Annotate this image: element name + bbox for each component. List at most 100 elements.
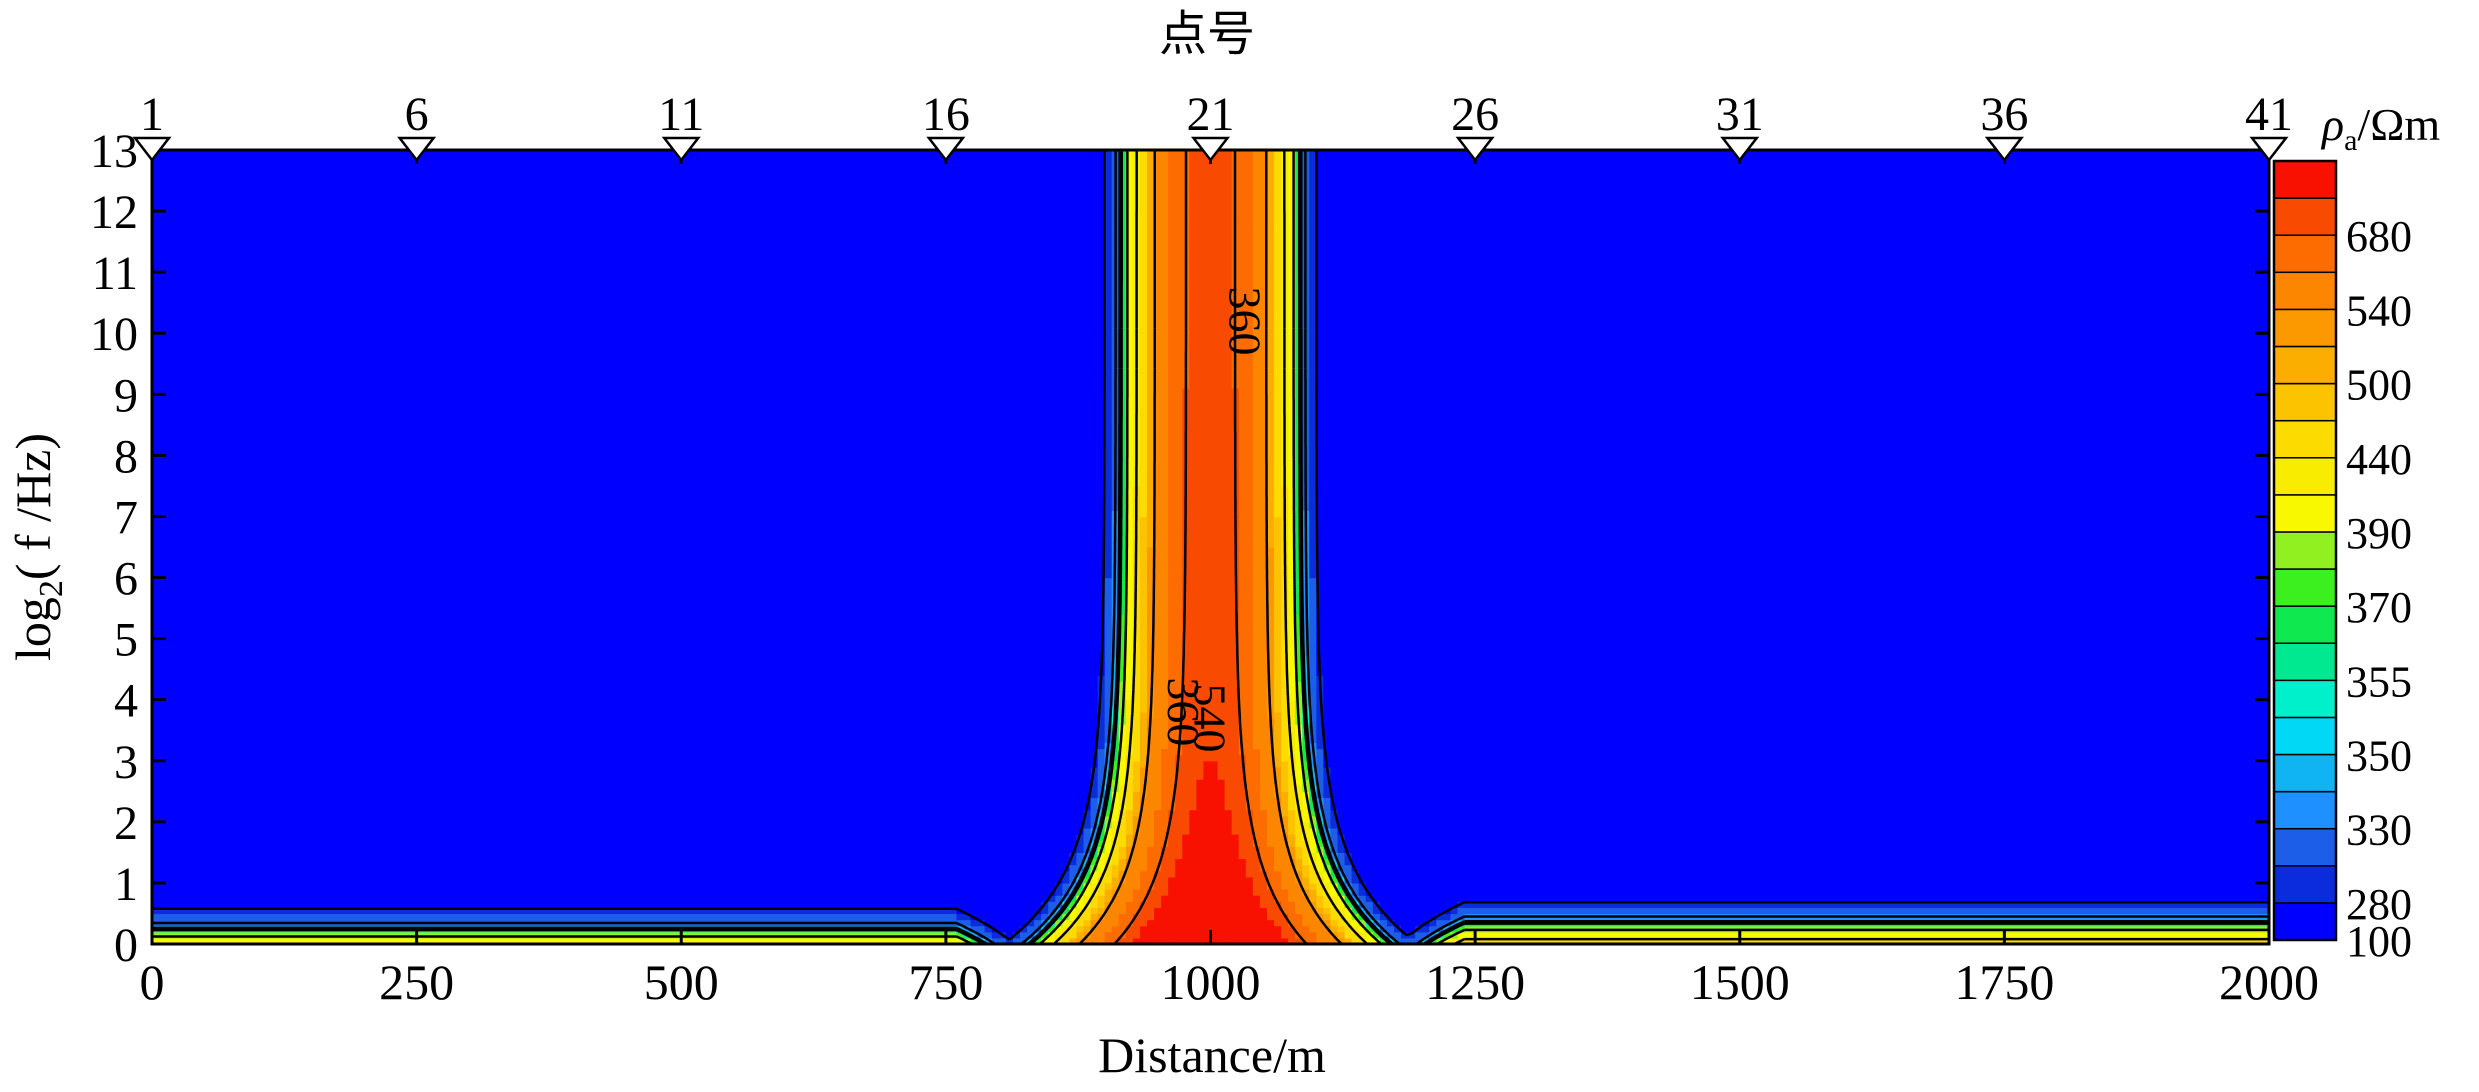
x-axis-title: Distance/m: [1098, 1027, 1326, 1083]
colorbar-tick-label: 350: [2346, 732, 2412, 781]
y-tick-label: 6: [114, 553, 138, 606]
contour-line-350: [152, 150, 2269, 944]
x-tick-label: 1500: [1690, 954, 1790, 1010]
x-axis: 0 250 500 750 1000 1250 1500 1750 2000: [140, 150, 2319, 1010]
station-label: 21: [1187, 88, 1235, 141]
colorbar-segment: [2273, 865, 2337, 904]
colorbar-segment: [2273, 197, 2337, 236]
colorbar-tick-label: 355: [2346, 657, 2412, 706]
y-tick-label: 5: [114, 614, 138, 667]
x-tick-label: 1000: [1161, 954, 1261, 1010]
colorbar-title: ρa/Ωm: [2320, 99, 2440, 157]
station-label: 6: [405, 88, 429, 141]
station-label: 1: [140, 88, 164, 141]
colorbar-tick-label: 540: [2346, 286, 2412, 335]
y-tick-label: 1: [114, 858, 138, 911]
colorbar-tick-label: 330: [2346, 806, 2412, 855]
contour-line-390: [152, 150, 2269, 944]
colorbar-segment: [2273, 234, 2337, 274]
colorbar-segment: [2273, 790, 2337, 830]
colorbar-tick-label: 500: [2346, 361, 2412, 410]
colorbar-segment: [2273, 345, 2337, 385]
station-label: 41: [2245, 88, 2293, 141]
colorbar-segment: [2273, 679, 2337, 719]
x-tick-label: 500: [644, 954, 719, 1010]
y-tick-label: 7: [114, 491, 138, 544]
colorbar-tick-label: 440: [2346, 435, 2412, 484]
y-axis-title-frequency: ( f /Hz): [5, 433, 61, 580]
station-label: 36: [1980, 88, 2028, 141]
station-label: 11: [658, 88, 704, 141]
y-tick-label: 9: [114, 369, 138, 422]
colorbar-tick-label: 100: [2346, 917, 2412, 966]
contour-line-330: [152, 150, 2269, 944]
station-markers: 1 6 11 16 21 26 31 36 41: [132, 88, 2293, 163]
y-tick-label: 0: [114, 919, 138, 972]
x-tick-label: 250: [379, 954, 454, 1010]
contour-fill: [152, 150, 2269, 944]
y-tick-label: 10: [90, 308, 138, 361]
y-tick-label: 12: [90, 186, 138, 239]
station-marker: [397, 136, 437, 163]
station-label: 16: [922, 88, 970, 141]
x-tick-label: 2000: [2219, 954, 2319, 1010]
colorbar-segment: [2273, 753, 2337, 793]
x-tick-label: 1750: [1954, 954, 2054, 1010]
colorbar-segment: [2273, 642, 2337, 682]
contour-label: 540: [1185, 684, 1236, 753]
y-tick-label: 8: [114, 430, 138, 483]
colorbar-title-rho: ρ: [2320, 99, 2344, 150]
station-marker: [1190, 136, 1231, 163]
contour-label: 360: [1220, 287, 1271, 356]
contour-line-540: [1078, 150, 1343, 944]
colorbar-segment: [2273, 605, 2337, 644]
colorbar-tick-label: 680: [2346, 212, 2412, 261]
colorbar-segment: [2273, 308, 2337, 348]
colorbar-segment: [2273, 494, 2337, 533]
station-marker: [1984, 136, 2024, 163]
station-marker: [1720, 136, 1760, 163]
colorbar-title-sub: a: [2344, 124, 2357, 157]
contour-label: 360: [1158, 677, 1209, 746]
top-axis-title: 点号: [1159, 8, 1255, 61]
colorbar-tick-label: 390: [2346, 509, 2412, 558]
colorbar-segment: [2273, 419, 2337, 459]
y-axis-title-base: 2: [33, 580, 70, 597]
colorbar-segment: [2273, 568, 2337, 607]
colorbar-title-unit: /Ωm: [2357, 99, 2440, 150]
contour-line-280: [152, 150, 2269, 941]
x-tick-label: 1250: [1425, 954, 1525, 1010]
colorbar-segment: [2273, 457, 2337, 496]
y-tick-label: 4: [114, 675, 138, 728]
y-tick-label: 13: [90, 125, 138, 178]
station-marker: [1455, 136, 1495, 163]
station-marker: [2249, 136, 2289, 163]
colorbar-segment: [2273, 827, 2337, 867]
colorbar-segment: [2273, 902, 2337, 941]
colorbar-tick-label: 280: [2346, 880, 2412, 929]
y-tick-label: 3: [114, 736, 138, 789]
contour-line-360: [152, 150, 2269, 944]
colorbar-segment: [2273, 160, 2337, 199]
y-tick-label: 2: [114, 797, 138, 850]
colorbar-segment: [2273, 531, 2337, 570]
colorbar-tick-label: 370: [2346, 583, 2412, 632]
x-tick-label: 750: [908, 954, 983, 1010]
colorbar-frame: [2272, 159, 2338, 942]
y-axis-title: log2( f /Hz): [5, 433, 70, 661]
station-marker: [132, 136, 172, 163]
colorbar-segment: [2273, 271, 2337, 311]
colorbar-segment: [2273, 382, 2337, 422]
y-axis-title-log: log: [5, 597, 61, 661]
colorbar-segment: [2273, 716, 2337, 756]
station-label: 31: [1716, 88, 1764, 141]
y-tick-label: 11: [92, 247, 138, 300]
station-marker: [661, 136, 701, 163]
station-label: 26: [1451, 88, 1499, 141]
station-marker: [926, 136, 966, 163]
x-tick-label: 0: [140, 954, 165, 1010]
